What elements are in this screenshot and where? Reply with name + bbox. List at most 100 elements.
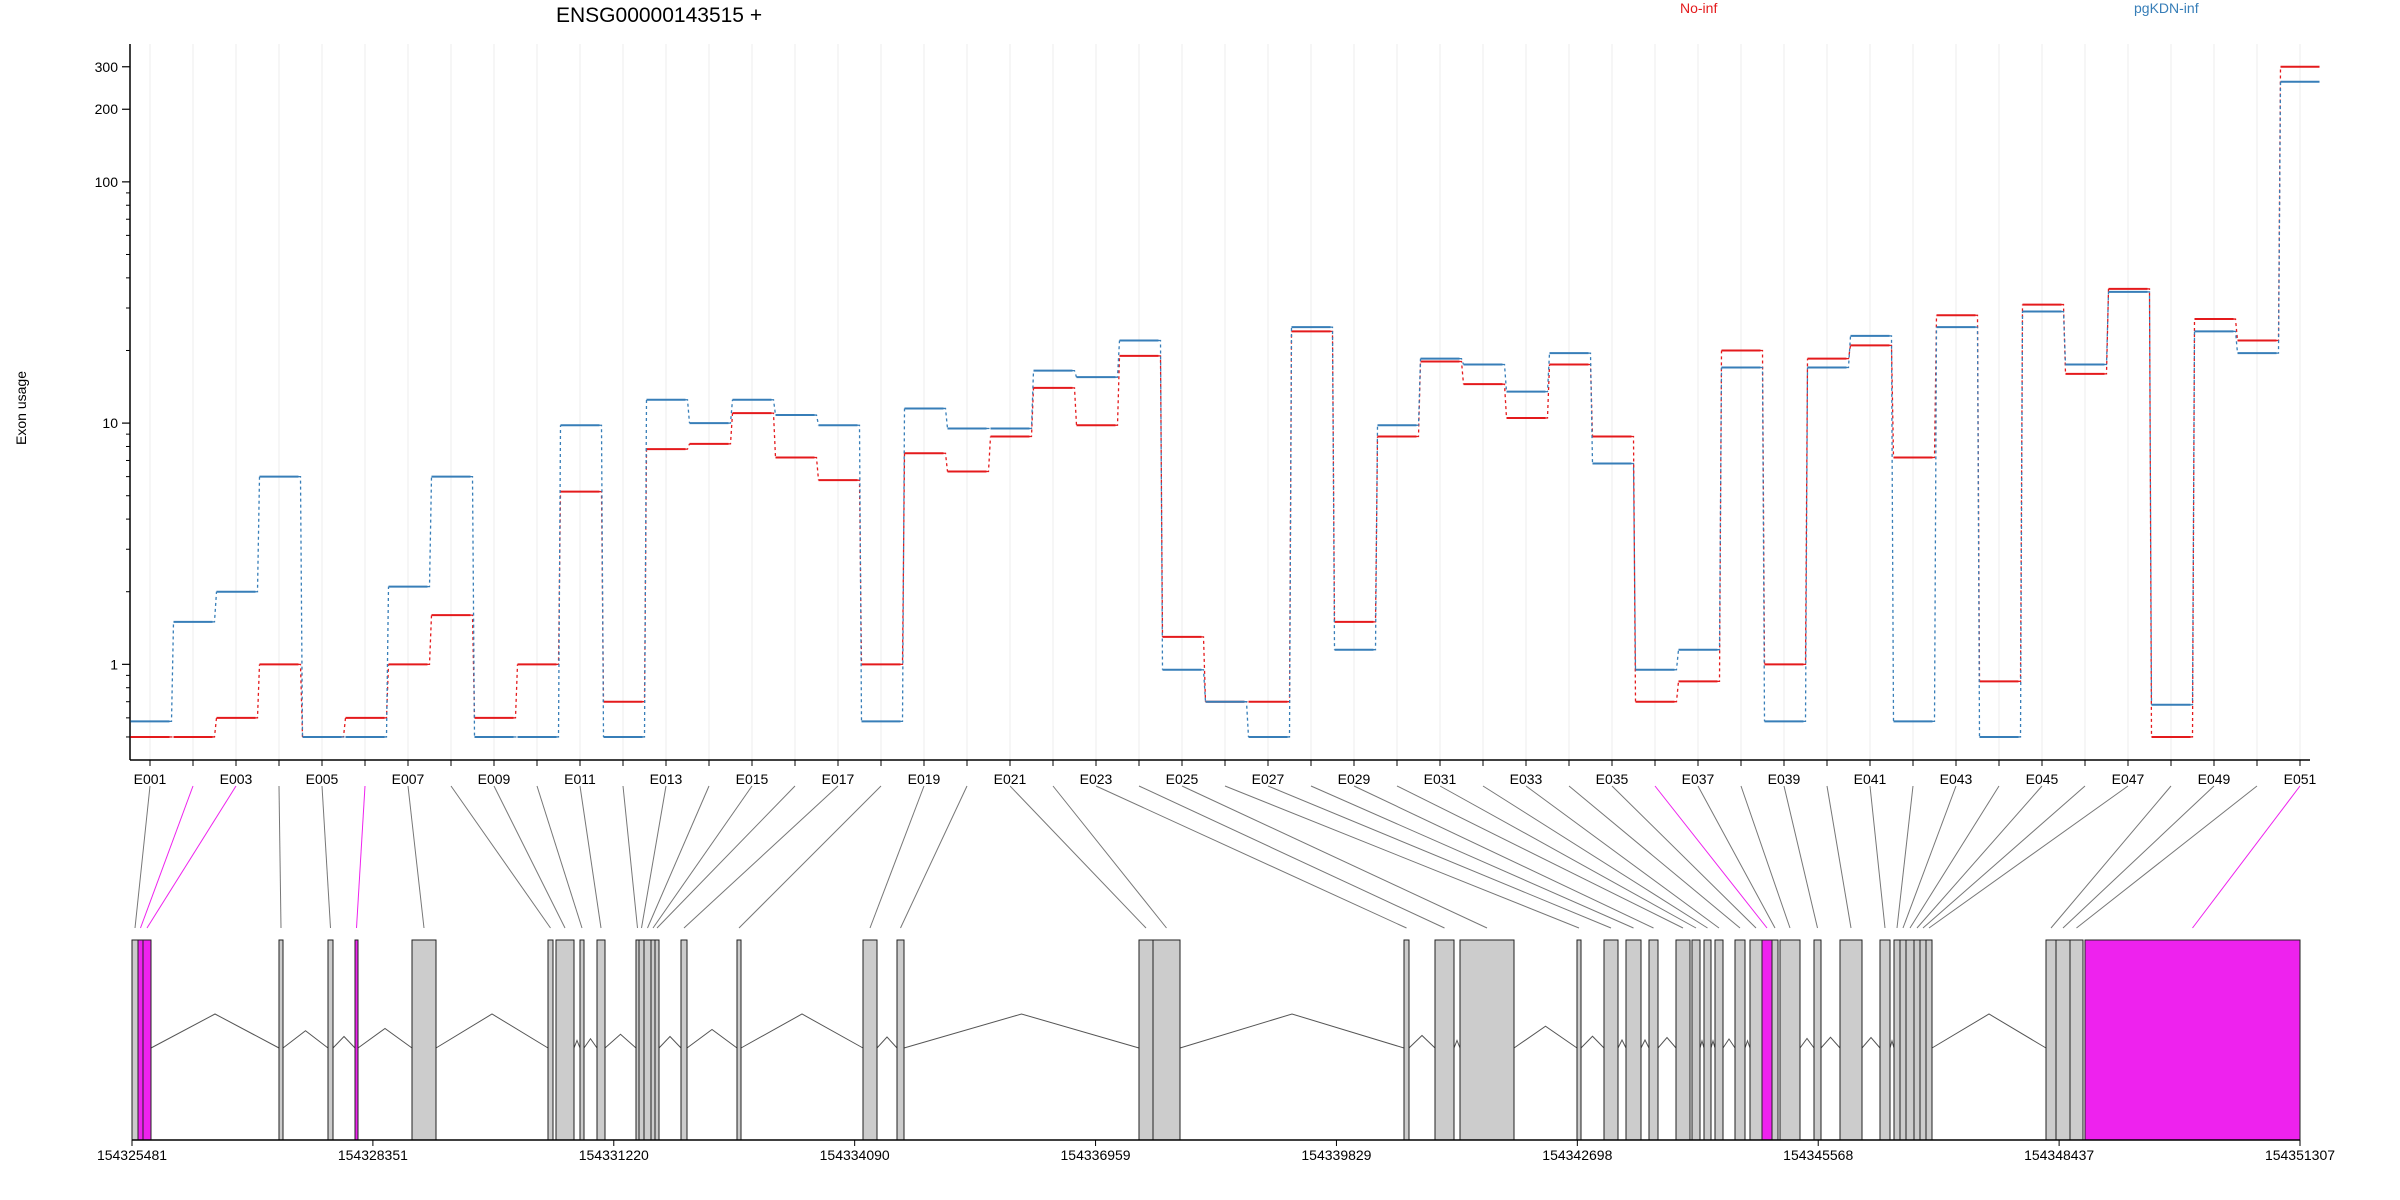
exon-connector (683, 785, 839, 929)
series-connector (2104, 291, 2110, 366)
y-tick-label: 200 (95, 101, 119, 117)
x-tick-label: E003 (220, 771, 253, 787)
series-connector (255, 664, 261, 719)
exon-box (131, 939, 139, 1141)
series-connector (1115, 340, 1121, 378)
exon-box (1734, 939, 1746, 1141)
chart-title: ENSG00000143515 + (556, 4, 762, 27)
exon-connector (407, 785, 425, 929)
axes: 1 10 100 200 300 E001 E003 E005 E007 E009 E011 E013… (95, 44, 2317, 787)
series-connector (771, 412, 777, 458)
intron-line (573, 1039, 581, 1049)
exon-box (643, 939, 652, 1141)
exon-connector (900, 785, 968, 929)
exon-box (896, 939, 905, 1141)
x-tick-label: E029 (1338, 771, 1371, 787)
series-connector (212, 717, 218, 738)
exon-box (2069, 939, 2084, 1141)
exon-box (555, 939, 575, 1141)
exon-connector (1916, 785, 2043, 929)
series-connector (1760, 366, 1766, 722)
exon-box (1459, 939, 1515, 1141)
gene-model: 154325481 154328351 154331220 154334090 1543… (97, 939, 2335, 1163)
x-tick-label: E033 (1510, 771, 1543, 787)
series-connector (685, 399, 691, 424)
genomic-coordinate-label: 154339829 (1301, 1147, 1371, 1163)
genomic-coordinate-label: 154345568 (1783, 1147, 1853, 1163)
exon-box (1761, 939, 1773, 1141)
exon-connector (1740, 785, 1791, 929)
series-connector (2104, 288, 2110, 375)
series-connector (771, 399, 777, 416)
y-tick-label: 10 (102, 415, 118, 431)
exon-connector (2076, 785, 2258, 929)
series-connector (857, 424, 863, 722)
exon-connector (2050, 785, 2172, 929)
exon-connector (1482, 785, 1708, 929)
series-connector (599, 424, 605, 737)
exon-connector (738, 785, 882, 929)
x-tick-label: E019 (908, 771, 941, 787)
exon-box (1771, 939, 1779, 1141)
genomic-coordinate-label: 154331220 (579, 1147, 649, 1163)
series-connector (1072, 369, 1078, 378)
exon-connector (356, 785, 366, 929)
exon-connector (1697, 785, 1776, 929)
exon-connector (579, 785, 602, 929)
intron-line (686, 1028, 738, 1049)
exon-connector (1138, 785, 1445, 929)
y-tick-label: 1 (110, 656, 118, 672)
exon-box (327, 939, 334, 1141)
exon-box (654, 939, 660, 1141)
exon-connector (1095, 785, 1407, 929)
series-connector (943, 407, 949, 429)
exon-connector (652, 785, 753, 929)
series-connector (2147, 288, 2153, 737)
exon-connector (1902, 785, 1957, 929)
x-tick-label: E007 (392, 771, 425, 787)
exon-connector (1267, 785, 1612, 929)
exon-box (2084, 939, 2301, 1141)
intron-line (1820, 1036, 1841, 1049)
exon-box (1899, 939, 1907, 1141)
exon-connector (278, 785, 282, 929)
exon-connector (1896, 785, 1914, 929)
exon-box (411, 939, 437, 1141)
series-connector (2018, 311, 2024, 738)
series-connector (1631, 462, 1637, 670)
series-connector (1201, 669, 1207, 702)
series-connector (1717, 350, 1723, 683)
gridlines (149, 44, 2301, 760)
series-connector (1459, 360, 1465, 385)
series-connector (1373, 436, 1379, 623)
x-tick-label: E021 (994, 771, 1027, 787)
exon-connector (140, 785, 194, 929)
exon-connector (1922, 785, 2086, 929)
genomic-coordinate-label: 154351307 (2265, 1147, 2335, 1163)
series-connector (1158, 339, 1164, 670)
intron-line (332, 1035, 356, 1049)
x-tick-label: E039 (1768, 771, 1801, 787)
series-connector (2061, 310, 2067, 365)
exon-box (736, 939, 742, 1141)
y-tick-label: 100 (95, 174, 119, 190)
exon-connector (146, 785, 237, 929)
intron-line (1889, 1039, 1895, 1049)
exon-box (1403, 939, 1410, 1141)
series-connector (943, 452, 949, 472)
exon-box (137, 939, 144, 1141)
x-tick-label: E023 (1080, 771, 1113, 787)
exon-connector (1052, 785, 1167, 929)
series-connector (2190, 331, 2196, 706)
genomic-coordinate-label: 154348437 (2024, 1147, 2094, 1163)
series-connector (1717, 367, 1723, 651)
exon-connector (2062, 785, 2215, 929)
intron-line (282, 1030, 329, 1049)
series-connector (1459, 357, 1465, 365)
exon-connector (622, 785, 638, 929)
x-tick-label: E041 (1854, 771, 1887, 787)
exon-box (1913, 939, 1921, 1141)
series-connector (1201, 636, 1207, 702)
series-connector (1932, 327, 1938, 723)
series-connector (2061, 303, 2067, 374)
